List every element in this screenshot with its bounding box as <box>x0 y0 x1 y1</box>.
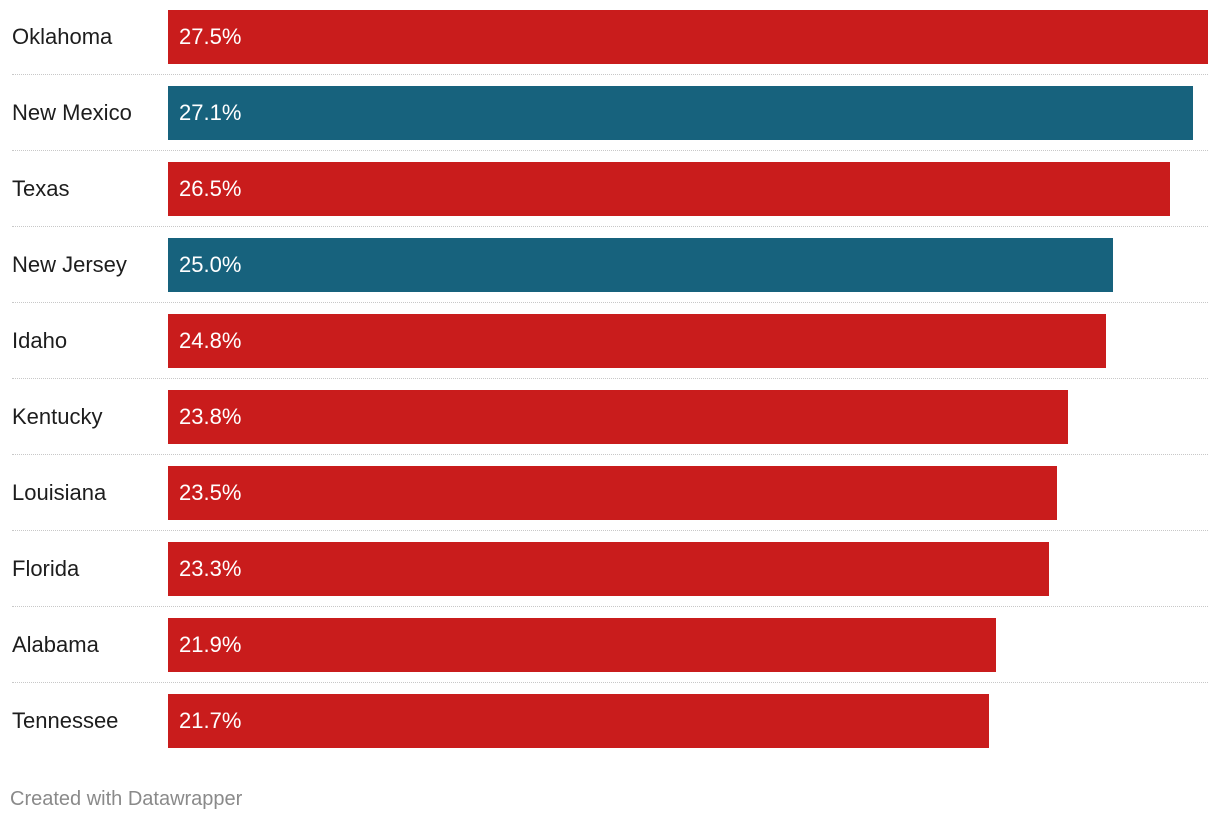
category-label: Florida <box>12 556 80 581</box>
value-label: 27.1% <box>179 100 242 125</box>
value-label: 21.7% <box>179 708 242 733</box>
bar <box>168 390 1068 444</box>
value-label: 23.5% <box>179 480 242 505</box>
row-separator <box>12 454 1208 455</box>
value-label: 27.5% <box>179 24 242 49</box>
bar-row: Oklahoma 27.5% <box>12 10 1208 86</box>
row-separator <box>12 606 1208 607</box>
row-separator <box>12 226 1208 227</box>
bar-row: Louisiana 23.5% <box>12 466 1208 542</box>
value-label: 24.8% <box>179 328 242 353</box>
bar-row: Alabama 21.9% <box>12 618 1208 694</box>
bar <box>168 314 1106 368</box>
row-separator <box>12 530 1208 531</box>
value-label: 23.8% <box>179 404 242 429</box>
bar-row: Texas 26.5% <box>12 162 1208 238</box>
value-label: 25.0% <box>179 252 242 277</box>
category-label: Kentucky <box>12 404 103 429</box>
bar <box>168 466 1057 520</box>
bar <box>168 10 1208 64</box>
bar <box>168 542 1049 596</box>
bar-row: Florida 23.3% <box>12 542 1208 618</box>
row-separator <box>12 682 1208 683</box>
row-separator <box>12 302 1208 303</box>
bar-chart: Oklahoma 27.5% New Mexico 27.1% Texas 26.5% Ne… <box>12 10 1208 770</box>
bar-row: Kentucky 23.8% <box>12 390 1208 466</box>
value-label: 26.5% <box>179 176 242 201</box>
category-label: Idaho <box>12 328 68 353</box>
category-label: Louisiana <box>12 480 107 505</box>
row-separator <box>12 378 1208 379</box>
value-label: 23.3% <box>179 556 242 581</box>
row-separator <box>12 150 1208 151</box>
category-label: Oklahoma <box>12 24 113 49</box>
bar-row: New Jersey 25.0% <box>12 238 1208 314</box>
category-label: Tennessee <box>12 708 119 733</box>
category-label: Texas <box>12 176 70 201</box>
bar <box>168 86 1193 140</box>
value-label: 21.9% <box>179 632 242 657</box>
bar-row: Idaho 24.8% <box>12 314 1208 390</box>
bar <box>168 694 989 748</box>
bar-row: Tennessee 21.7% <box>12 694 1208 770</box>
datawrapper-credit: Created with Datawrapper <box>10 788 243 810</box>
row-separator <box>12 74 1208 75</box>
bar <box>168 618 996 672</box>
category-label: New Mexico <box>12 100 132 125</box>
category-label: New Jersey <box>12 252 127 277</box>
bar <box>168 162 1170 216</box>
category-label: Alabama <box>12 632 99 657</box>
bar <box>168 238 1113 292</box>
bar-row: New Mexico 27.1% <box>12 86 1208 162</box>
